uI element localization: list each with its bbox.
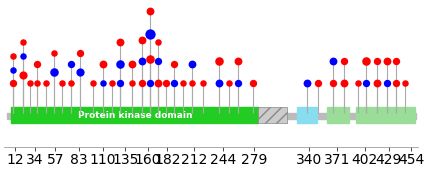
Point: [99, 82, 106, 85]
Point: [188, 63, 195, 65]
Point: [67, 63, 74, 65]
Point: [354, 82, 361, 85]
Point: [76, 52, 83, 55]
Point: [33, 63, 40, 65]
Point: [374, 60, 381, 63]
Point: [341, 60, 347, 63]
Bar: [297, 107, 317, 123]
Point: [341, 82, 347, 85]
Point: [363, 82, 370, 85]
Point: [50, 71, 57, 74]
Point: [235, 60, 242, 63]
Point: [170, 63, 177, 65]
Point: [363, 60, 370, 63]
Point: [108, 82, 115, 85]
Point: [43, 82, 50, 85]
Point: [139, 38, 146, 41]
Point: [139, 82, 146, 85]
Bar: [356, 107, 415, 123]
Point: [330, 60, 337, 63]
Point: [27, 82, 34, 85]
Point: [235, 82, 242, 85]
Point: [393, 82, 399, 85]
Bar: [7, 113, 416, 119]
Point: [117, 82, 123, 85]
Point: [146, 10, 153, 12]
Point: [89, 82, 96, 85]
Point: [58, 82, 65, 85]
Point: [117, 41, 123, 44]
Bar: [327, 107, 350, 123]
Point: [226, 82, 233, 85]
Point: [179, 82, 186, 85]
Point: [384, 60, 390, 63]
Point: [315, 82, 322, 85]
Point: [393, 60, 399, 63]
Point: [249, 82, 256, 85]
Point: [330, 82, 337, 85]
Point: [374, 82, 381, 85]
Point: [128, 82, 135, 85]
Point: [170, 82, 177, 85]
Point: [304, 82, 311, 85]
Point: [10, 55, 17, 57]
Point: [154, 60, 161, 63]
Point: [146, 33, 153, 36]
Point: [128, 63, 135, 65]
Point: [188, 82, 195, 85]
Point: [384, 82, 390, 85]
Point: [33, 82, 40, 85]
Point: [154, 41, 161, 44]
Point: [215, 60, 222, 63]
Point: [99, 63, 106, 65]
Point: [20, 55, 27, 57]
Point: [146, 82, 153, 85]
Point: [154, 82, 161, 85]
Point: [10, 82, 17, 85]
Point: [10, 68, 17, 71]
Point: [20, 41, 27, 44]
Point: [162, 82, 169, 85]
Point: [139, 60, 146, 63]
Point: [146, 57, 153, 60]
Bar: [258, 107, 287, 123]
Point: [20, 74, 27, 76]
Point: [50, 52, 57, 55]
Text: Protein kinase domain: Protein kinase domain: [77, 111, 192, 120]
Bar: [12, 107, 258, 123]
Point: [215, 82, 222, 85]
Point: [67, 82, 74, 85]
Point: [402, 82, 408, 85]
Point: [200, 82, 207, 85]
Point: [117, 63, 123, 65]
Point: [76, 71, 83, 74]
